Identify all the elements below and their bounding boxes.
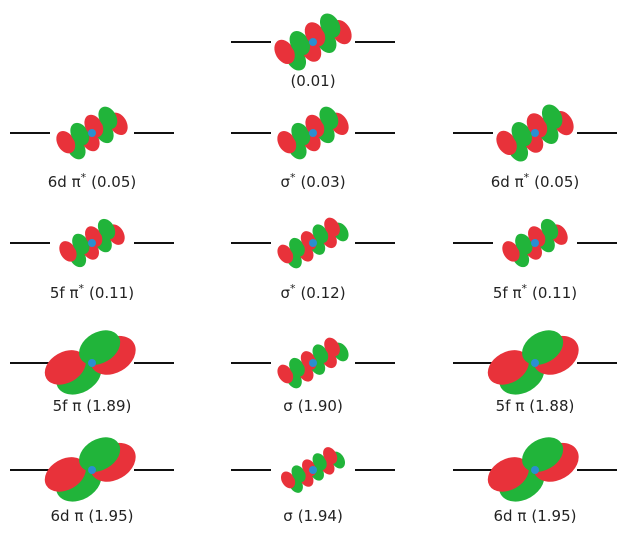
- metal-atom: [88, 239, 96, 247]
- orbital-lobes: [482, 323, 586, 402]
- metal-atom: [531, 239, 539, 247]
- orbital-lobes: [273, 103, 352, 162]
- orbital-symbol: 5f π: [50, 284, 79, 302]
- orbital: σ (1.94): [231, 445, 395, 525]
- orbital-lobes: [278, 445, 348, 496]
- orbital-lobes: [492, 101, 578, 165]
- occupation: (1.95): [88, 507, 133, 525]
- orbital-lobes: [482, 430, 586, 509]
- orbital: σ* (0.12): [231, 215, 395, 302]
- antibonding-mark: *: [290, 282, 296, 295]
- occupation: (0.03): [300, 173, 345, 191]
- orbital: σ* (0.03): [231, 103, 395, 191]
- occupation: (1.88): [529, 397, 574, 415]
- antibonding-mark: *: [79, 282, 85, 295]
- orbital: 6d π(1.95): [453, 430, 617, 525]
- orbital-lobes: [274, 335, 352, 391]
- orbital-symbol: 6d π: [494, 507, 527, 525]
- metal-atom: [309, 38, 317, 46]
- orbital-label: σ (1.94): [283, 507, 343, 525]
- orbital-lobes: [270, 10, 356, 74]
- orbital: σ (1.90): [231, 335, 395, 415]
- orbital-lobes: [274, 215, 352, 271]
- orbital: 6d π* (0.05): [10, 103, 174, 191]
- antibonding-mark: *: [524, 171, 530, 184]
- occupation: (1.89): [86, 397, 131, 415]
- orbital-symbol: σ: [283, 397, 293, 415]
- occupation: (0.01): [290, 72, 335, 90]
- occupation: (1.90): [298, 397, 343, 415]
- metal-atom: [309, 129, 317, 137]
- orbital: 6d π* (0.05): [453, 101, 617, 191]
- orbital-lobes: [39, 323, 143, 402]
- metal-atom: [531, 466, 539, 474]
- antibonding-mark: *: [290, 171, 296, 184]
- metal-atom: [88, 359, 96, 367]
- metal-atom: [309, 239, 317, 247]
- orbital-label: 6d π* (0.05): [491, 171, 579, 191]
- antibonding-mark: *: [522, 282, 528, 295]
- orbital-symbol: 6d π: [491, 173, 524, 191]
- orbital-symbol: 6d π: [48, 173, 81, 191]
- orbital-label: 6d π(1.95): [494, 507, 577, 525]
- orbital-label: 5f π* (0.11): [493, 282, 577, 302]
- orbital-label: (0.01): [290, 72, 335, 90]
- orbital-lobes: [499, 216, 571, 271]
- orbital-symbol: 5f π: [496, 397, 525, 415]
- orbital-label: σ* (0.03): [280, 171, 345, 191]
- orbital-label: 5f π* (0.11): [50, 282, 134, 302]
- metal-atom: [88, 129, 96, 137]
- metal-atom: [309, 359, 317, 367]
- orbital: 5f π(1.89): [10, 323, 174, 415]
- antibonding-mark: *: [81, 171, 87, 184]
- orbital-lobes: [52, 103, 131, 162]
- occupation: (0.12): [300, 284, 345, 302]
- orbital-label: 5f π(1.88): [496, 397, 575, 415]
- orbital-label: 6d π* (0.05): [48, 171, 136, 191]
- orbital-label: 6d π(1.95): [51, 507, 134, 525]
- orbital-symbol: 6d π: [51, 507, 84, 525]
- orbital-label: σ (1.90): [283, 397, 343, 415]
- occupation: (1.95): [531, 507, 576, 525]
- occupation: (1.94): [298, 507, 343, 525]
- orbital: (0.01): [231, 10, 395, 90]
- orbital: 5f π* (0.11): [10, 216, 174, 302]
- metal-atom: [88, 466, 96, 474]
- metal-atom: [531, 129, 539, 137]
- orbital: 6d π(1.95): [10, 430, 174, 525]
- orbital-lobes: [39, 430, 143, 509]
- orbital-label: σ* (0.12): [280, 282, 345, 302]
- occupation: (0.11): [532, 284, 577, 302]
- orbital-symbol: σ: [280, 284, 290, 302]
- orbital: 5f π* (0.11): [453, 216, 617, 302]
- orbital-symbol: σ: [283, 507, 293, 525]
- orbital-symbol: 5f π: [493, 284, 522, 302]
- metal-atom: [309, 466, 317, 474]
- metal-atom: [531, 359, 539, 367]
- orbital-symbol: 5f π: [53, 397, 82, 415]
- orbital: 5f π(1.88): [453, 323, 617, 415]
- orbital-lobes: [56, 216, 128, 271]
- orbital-symbol: σ: [280, 173, 290, 191]
- occupation: (0.05): [534, 173, 579, 191]
- orbital-diagram: (0.01)6d π*(0.05)σ*(0.03)6d π*(0.05)5f π…: [0, 0, 621, 533]
- occupation: (0.05): [91, 173, 136, 191]
- occupation: (0.11): [89, 284, 134, 302]
- orbital-label: 5f π(1.89): [53, 397, 132, 415]
